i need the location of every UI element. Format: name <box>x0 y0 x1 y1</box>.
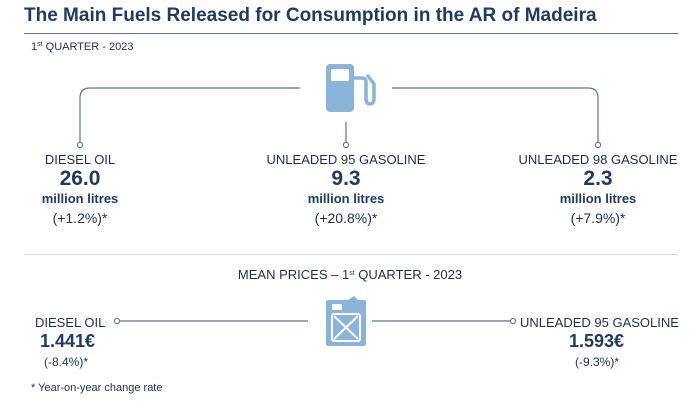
volume-unit: million litres <box>559 191 637 206</box>
page-title: The Main Fuels Released for Consumption … <box>24 5 597 26</box>
volume-unit: million litres <box>41 191 119 206</box>
footnote: * Year-on-year change rate <box>31 382 163 394</box>
unleaded98-consumption: UNLEADED 98 GASOLINE 2.3 million litres … <box>488 152 700 226</box>
fuel-pump-icon <box>326 64 376 112</box>
change-rate: (+20.8%)* <box>314 210 378 226</box>
volume-value: 2.3 <box>583 167 613 190</box>
volume-value: 9.3 <box>331 167 361 190</box>
unleaded95-price-value: 1.593€ <box>569 331 625 351</box>
title-divider <box>24 33 678 34</box>
unleaded95-price-label: UNLEADED 95 GASOLINE <box>520 315 679 330</box>
period-subtitle: 1st QUARTER - 2023 <box>31 41 134 53</box>
volume-value: 26.0 <box>59 167 101 190</box>
prices-heading: MEAN PRICES – 1st QUARTER - 2023 <box>237 267 463 282</box>
fuel-label: DIESEL OIL <box>44 152 116 167</box>
diesel-price-change: (-8.4%)* <box>44 355 89 369</box>
section-divider <box>24 254 678 255</box>
jerrycan-icon <box>326 296 366 346</box>
fuel-label: UNLEADED 95 GASOLINE <box>266 152 426 167</box>
diesel-consumption: DIESEL OIL 26.0 million litres (+1.2%)* <box>0 152 190 226</box>
diesel-price-label: DIESEL OIL <box>35 315 106 330</box>
unleaded95-price-change: (-9.3%)* <box>575 355 620 369</box>
fuel-label: UNLEADED 98 GASOLINE <box>518 152 678 167</box>
unleaded95-consumption: UNLEADED 95 GASOLINE 9.3 million litres … <box>236 152 456 226</box>
change-rate: (+7.9%)* <box>570 210 626 226</box>
diesel-price-value: 1.441€ <box>40 331 96 351</box>
volume-unit: million litres <box>307 191 385 206</box>
change-rate: (+1.2%)* <box>52 210 108 226</box>
